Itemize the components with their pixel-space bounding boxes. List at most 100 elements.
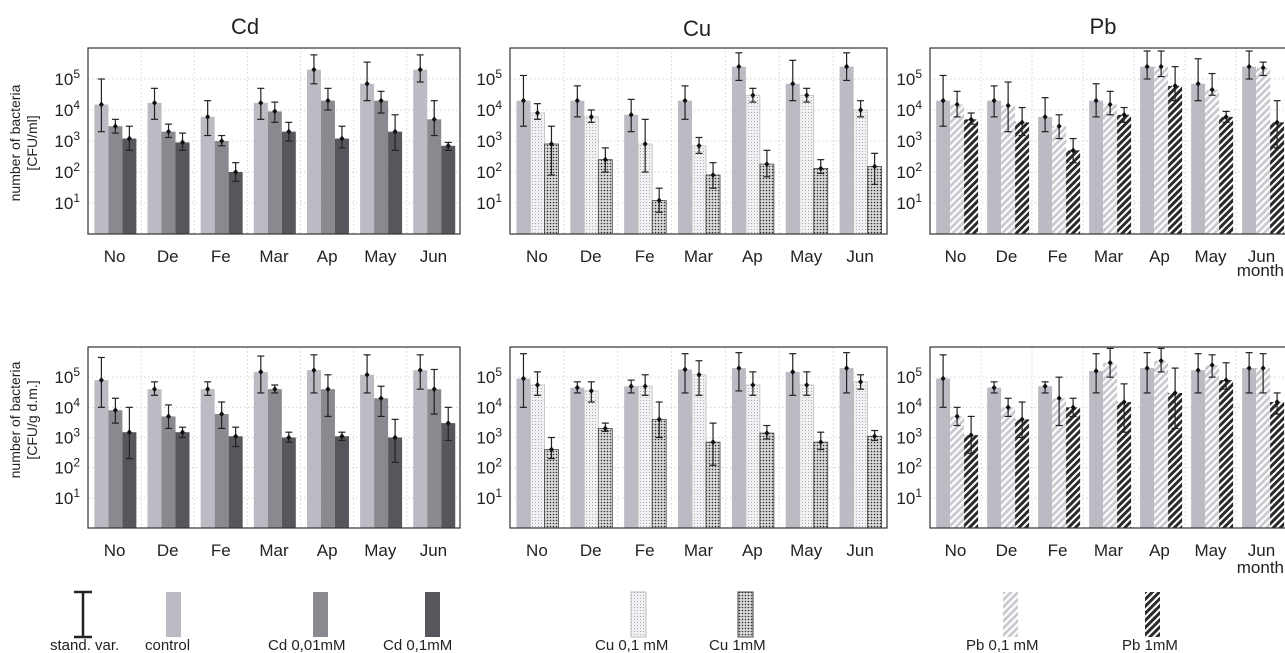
bar bbox=[1052, 126, 1067, 234]
x-tick-label: May bbox=[790, 541, 823, 560]
bar bbox=[1242, 368, 1257, 528]
x-tick-label: Jun bbox=[1248, 541, 1275, 560]
bar bbox=[175, 142, 190, 234]
bar bbox=[867, 435, 883, 529]
mean-marker bbox=[112, 407, 118, 414]
bar bbox=[1154, 66, 1169, 235]
legend-swatch-cd-high bbox=[425, 592, 440, 637]
mean-marker bbox=[180, 429, 186, 436]
mean-marker bbox=[1209, 362, 1215, 369]
bar bbox=[1256, 67, 1271, 234]
bar bbox=[785, 371, 800, 528]
bar bbox=[1242, 66, 1257, 235]
mean-marker bbox=[1246, 365, 1252, 372]
legend-swatch-pb-high bbox=[1145, 592, 1160, 637]
x-tick-label: Fe bbox=[1048, 247, 1068, 266]
y-tick-label: 102 bbox=[896, 160, 922, 182]
y-tick-label: 102 bbox=[896, 456, 922, 478]
bar bbox=[1089, 100, 1104, 235]
y-tick-label: 103 bbox=[896, 129, 922, 151]
bar bbox=[570, 100, 585, 235]
x-tick-label: No bbox=[104, 247, 126, 266]
mean-marker bbox=[417, 66, 423, 73]
bar bbox=[228, 172, 243, 234]
y-tick-label: 101 bbox=[476, 486, 502, 508]
x-tick-label: Jun bbox=[1248, 247, 1275, 266]
x-tick-label: Jun bbox=[846, 247, 873, 266]
legend-swatch-cd-low bbox=[313, 592, 328, 637]
bar bbox=[1038, 386, 1053, 528]
bar bbox=[745, 384, 761, 529]
bar bbox=[147, 389, 162, 528]
bar bbox=[1205, 89, 1220, 234]
bar bbox=[214, 414, 229, 528]
mean-marker bbox=[98, 377, 104, 384]
bar bbox=[1103, 362, 1118, 528]
mean-marker bbox=[940, 375, 946, 382]
y-tick-label: 104 bbox=[54, 98, 80, 120]
x-tick-label: De bbox=[157, 541, 179, 560]
mean-marker bbox=[1107, 359, 1113, 366]
bar bbox=[108, 410, 123, 528]
bar bbox=[1168, 392, 1183, 528]
mean-marker bbox=[1056, 395, 1062, 402]
mean-marker bbox=[311, 367, 317, 374]
mean-marker bbox=[1042, 113, 1048, 120]
mean-marker bbox=[1274, 119, 1280, 126]
panel-title-cd: Cd bbox=[231, 14, 259, 39]
mean-marker bbox=[98, 101, 104, 108]
bar bbox=[1015, 419, 1030, 528]
mean-marker bbox=[628, 111, 634, 118]
x-tick-label: No bbox=[945, 247, 967, 266]
mean-marker bbox=[991, 384, 997, 391]
y-tick-label: 104 bbox=[896, 395, 922, 417]
legend-swatch-cu-low bbox=[630, 591, 647, 638]
bar bbox=[516, 100, 531, 235]
bar bbox=[94, 380, 109, 528]
y-tick-label: 105 bbox=[896, 67, 922, 89]
mean-marker bbox=[818, 165, 824, 172]
bar bbox=[964, 119, 979, 234]
mean-marker bbox=[682, 366, 688, 373]
y-tick-label: 103 bbox=[476, 129, 502, 151]
mean-marker bbox=[736, 63, 742, 70]
mean-marker bbox=[548, 446, 554, 453]
x-tick-label: Mar bbox=[259, 247, 289, 266]
bar bbox=[987, 100, 1002, 235]
mean-marker bbox=[1158, 63, 1164, 70]
x-tick-label: De bbox=[580, 541, 602, 560]
mean-marker bbox=[656, 197, 662, 204]
x-tick-label: Fe bbox=[1048, 541, 1068, 560]
bar bbox=[1140, 66, 1155, 235]
y-tick-label: 105 bbox=[476, 365, 502, 387]
legend-label-pb-high: Pb 1mM bbox=[1122, 637, 1178, 653]
mean-marker bbox=[445, 420, 451, 427]
bar bbox=[228, 436, 243, 528]
legend-swatch-control bbox=[166, 592, 181, 637]
bar bbox=[799, 94, 815, 235]
bar bbox=[360, 374, 375, 528]
bar bbox=[1191, 370, 1206, 528]
legend-label-cd-high: Cd 0,1mM bbox=[383, 637, 452, 653]
mean-marker bbox=[126, 135, 132, 142]
mean-marker bbox=[534, 381, 540, 388]
mean-marker bbox=[790, 368, 796, 375]
bar bbox=[427, 119, 442, 234]
mean-marker bbox=[1209, 86, 1215, 93]
bar bbox=[281, 437, 296, 528]
bar bbox=[1270, 122, 1285, 234]
bar bbox=[1140, 368, 1155, 528]
x-tick-label: Mar bbox=[684, 541, 714, 560]
mean-marker bbox=[152, 386, 158, 393]
mean-marker bbox=[112, 123, 118, 130]
mean-marker bbox=[574, 384, 580, 391]
panel-1: 101 102 103 104 105 No De Fe Mar Ap May Jun bbox=[54, 47, 461, 266]
plot-frame bbox=[509, 47, 888, 235]
y-tick-label: 103 bbox=[54, 129, 80, 151]
mean-marker bbox=[710, 172, 716, 179]
mean-marker bbox=[872, 163, 878, 170]
legend-swatch-cu-high bbox=[737, 591, 754, 638]
x-tick-label: Ap bbox=[317, 541, 338, 560]
mean-marker bbox=[764, 161, 770, 168]
bar bbox=[950, 104, 965, 234]
